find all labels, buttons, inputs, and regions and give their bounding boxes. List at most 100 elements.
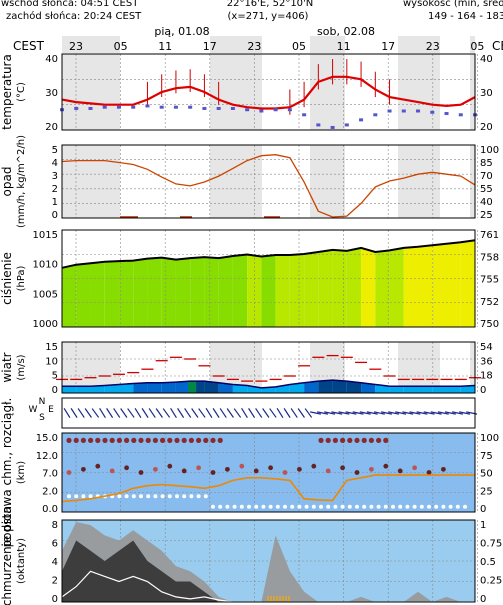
pressure-area-segment [90, 261, 105, 327]
dew-point-marker [416, 109, 421, 113]
mean-wind-band [62, 386, 77, 393]
wind-direction-arrow [262, 408, 270, 418]
wind-ylabel-group: wiatr (m/s) [0, 352, 27, 382]
low-cloud-marker [362, 504, 367, 509]
low-cloud-marker [81, 494, 86, 499]
low-cloud-marker [463, 504, 467, 509]
high-cloud-marker [354, 437, 360, 443]
mid-cloud-marker [109, 468, 115, 474]
sunset-text: zachód słońca: 20:24 CEST [6, 10, 142, 22]
dew-point-marker [373, 113, 378, 117]
dew-point-marker [401, 109, 406, 113]
compass-s-letter: S [39, 413, 45, 423]
cloud-cover-ytick-label: 6 [52, 539, 58, 550]
pressure-area-segment [190, 257, 205, 327]
mean-wind-band [232, 384, 248, 393]
pressure-area-segment [432, 243, 447, 327]
low-cloud-marker [434, 504, 439, 509]
wind-direction-arrow [437, 411, 449, 415]
mid-cloud-marker [225, 466, 230, 472]
low-cloud-marker [232, 504, 237, 509]
wind-direction-arrow [338, 411, 350, 415]
wind-direction-arrow [106, 408, 114, 418]
pressure-y2tick-label: 750 [480, 319, 499, 330]
wind-direction-arrow [255, 408, 263, 418]
temperature-ylabel: temperatura [0, 54, 14, 130]
high-cloud-marker [203, 437, 209, 443]
low-cloud-marker [333, 504, 338, 509]
wind-direction-arrow [198, 408, 206, 418]
wind-direction-arrow [134, 408, 142, 418]
low-cloud-marker [376, 504, 381, 509]
low-cloud-marker [398, 504, 403, 509]
wind-direction-arrow [191, 408, 199, 418]
mid-cloud-marker [253, 468, 259, 474]
mid-cloud-marker [369, 466, 374, 472]
wind-direction-arrow [444, 411, 456, 415]
mid-cloud-marker [196, 465, 202, 471]
wind-direction-arrow [324, 411, 336, 415]
wind-direction-arrow [331, 411, 343, 415]
low-cloud-marker [355, 504, 359, 509]
mid-cloud-marker [354, 470, 360, 475]
wind-ytick-label: 10 [45, 356, 58, 367]
high-cloud-marker [116, 437, 122, 443]
mid-cloud-marker [397, 468, 403, 474]
pressure-ylabel: ciśnienie [0, 252, 14, 305]
wind-y2tick-label: 18 [480, 371, 493, 382]
low-cloud-marker [283, 504, 287, 509]
precipitation-night-band [398, 145, 440, 218]
cloud-cover-y2tick-label: 1 [480, 520, 486, 531]
dew-point-marker [359, 118, 364, 122]
low-cloud-marker [124, 494, 129, 499]
pressure-area-segment [403, 246, 419, 327]
temperature-ytick-label: 30 [45, 88, 58, 99]
dew-point-marker [88, 106, 93, 110]
high-cloud-marker [160, 437, 166, 443]
mid-cloud-marker [66, 470, 72, 475]
cloud-cover-ytick-label: 2 [52, 576, 58, 587]
precipitation-y2tick-label: 70 [480, 171, 493, 182]
cloud-base-ytick-label: 2.0 [42, 486, 58, 497]
cloud-extent-line [61, 474, 475, 503]
low-cloud-marker [347, 504, 352, 509]
wind-frame [61, 341, 476, 394]
precipitation-yunit: (mm/h, kg/m^2/h) [16, 135, 27, 228]
wind-y2tick-label: 0 [480, 385, 486, 396]
time-axis-night-band [62, 36, 120, 53]
high-cloud-marker [196, 437, 202, 443]
wind-direction-arrow [63, 408, 71, 418]
cloud-cover-y2tick-label: 0 [480, 594, 486, 605]
high-cloud-marker [376, 437, 382, 443]
cloud-base-ylabel: podstawa chm., rozciągł. [0, 398, 14, 548]
mean-wind-band [346, 381, 362, 393]
grid-point-text: (x=271, y=406) [228, 11, 309, 22]
pressure-frame [61, 229, 476, 328]
temperature-ylabel-group: temperatura (°C) [0, 54, 27, 130]
mid-cloud-marker [441, 466, 446, 472]
compass-e-letter: E [48, 405, 54, 415]
cloud-cover-ytick-label: 8 [52, 520, 58, 531]
temperature-ytick-label: 40 [45, 54, 58, 65]
wind-direction-arrow [212, 408, 220, 418]
wind-direction-arrow [352, 411, 364, 415]
precipitation-y2tick-label: 85 [480, 158, 493, 169]
hour-tick-label: 17 [381, 40, 395, 53]
mean-wind-band [446, 386, 461, 393]
low-cloud-marker [146, 494, 151, 499]
pressure-area-segment [261, 255, 276, 327]
temperature-night-band [62, 54, 120, 130]
dew-point-marker [444, 112, 449, 116]
low-cloud-marker [455, 504, 460, 509]
dew-point-marker [74, 106, 79, 110]
mean-wind-band [90, 385, 105, 393]
mean-wind-band [460, 385, 475, 393]
wind-direction-arrow [276, 408, 284, 418]
wind-direction-arrow [395, 411, 407, 415]
mid-cloud-marker [124, 465, 129, 471]
low-cloud-marker [131, 494, 136, 499]
pressure-area-segment [175, 258, 191, 327]
dew-point-marker [216, 106, 221, 110]
mean-wind-band [361, 382, 376, 393]
dew-point-marker [273, 108, 278, 112]
